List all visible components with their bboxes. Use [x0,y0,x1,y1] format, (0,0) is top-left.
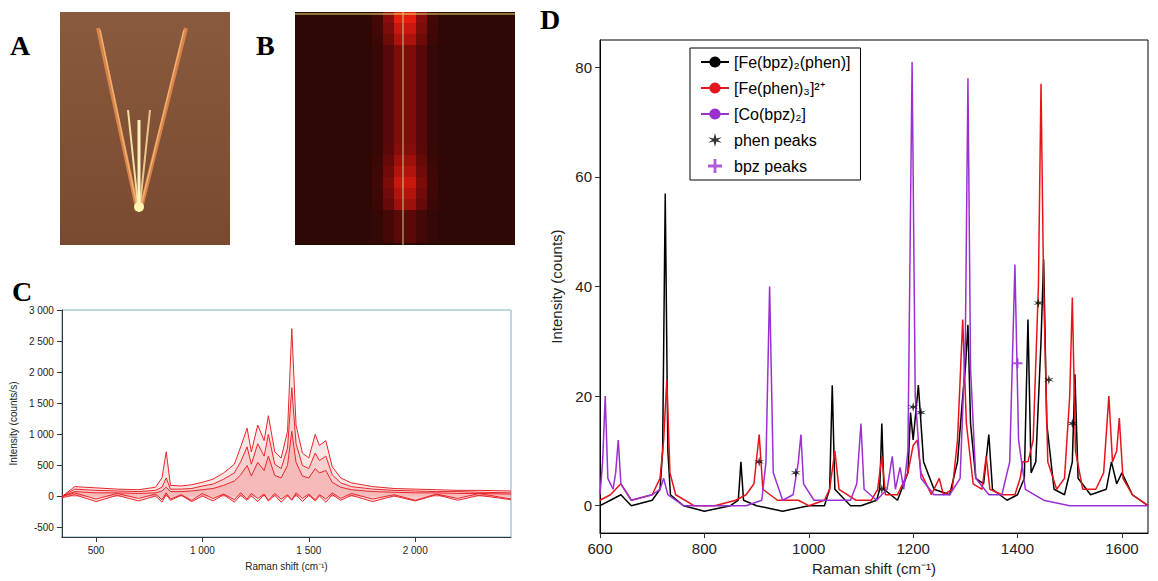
html-text:D: D [540,4,561,35]
svg-text:1000: 1000 [792,540,825,557]
svg-text:0: 0 [48,491,54,502]
svg-text:1 500: 1 500 [29,398,54,409]
svg-text:1400: 1400 [1001,540,1034,557]
svg-text:60: 60 [575,168,592,185]
svg-text:40: 40 [575,278,592,295]
svg-text:bpz peaks: bpz peaks [734,158,807,175]
svg-text:1 000: 1 000 [29,429,54,440]
svg-text:3 000: 3 000 [29,305,54,316]
svg-text:[Co(bpz)₂]: [Co(bpz)₂] [734,106,806,123]
svg-text:500: 500 [37,460,54,471]
html-text:C: C [12,276,33,307]
html-text:B: B [256,30,275,61]
svg-text:Raman shift (cm⁻¹): Raman shift (cm⁻¹) [812,560,936,577]
html-text:A: A [10,30,31,61]
svg-text:1600: 1600 [1105,540,1138,557]
svg-text:2 000: 2 000 [29,367,54,378]
svg-text:500: 500 [88,545,105,556]
svg-text:Intensity (counts/s): Intensity (counts/s) [8,382,19,466]
svg-text:80: 80 [575,59,592,76]
svg-text:[Fe(bpz)₂(phen)]: [Fe(bpz)₂(phen)] [734,54,850,71]
svg-text:2 000: 2 000 [403,545,428,556]
svg-text:1 000: 1 000 [190,545,215,556]
svg-text:1200: 1200 [896,540,929,557]
svg-text:20: 20 [575,388,592,405]
svg-text:Intensity (counts): Intensity (counts) [548,229,565,343]
svg-text:1 500: 1 500 [296,545,321,556]
svg-text:phen peaks: phen peaks [734,132,817,149]
svg-text:[Fe(phen)₃]²⁺: [Fe(phen)₃]²⁺ [734,80,825,97]
svg-text:Raman shift (cm⁻¹): Raman shift (cm⁻¹) [245,561,327,572]
svg-text:-500: -500 [34,522,54,533]
svg-text:0: 0 [584,497,592,514]
svg-text:2 500: 2 500 [29,336,54,347]
svg-text:800: 800 [692,540,717,557]
svg-text:600: 600 [587,540,612,557]
